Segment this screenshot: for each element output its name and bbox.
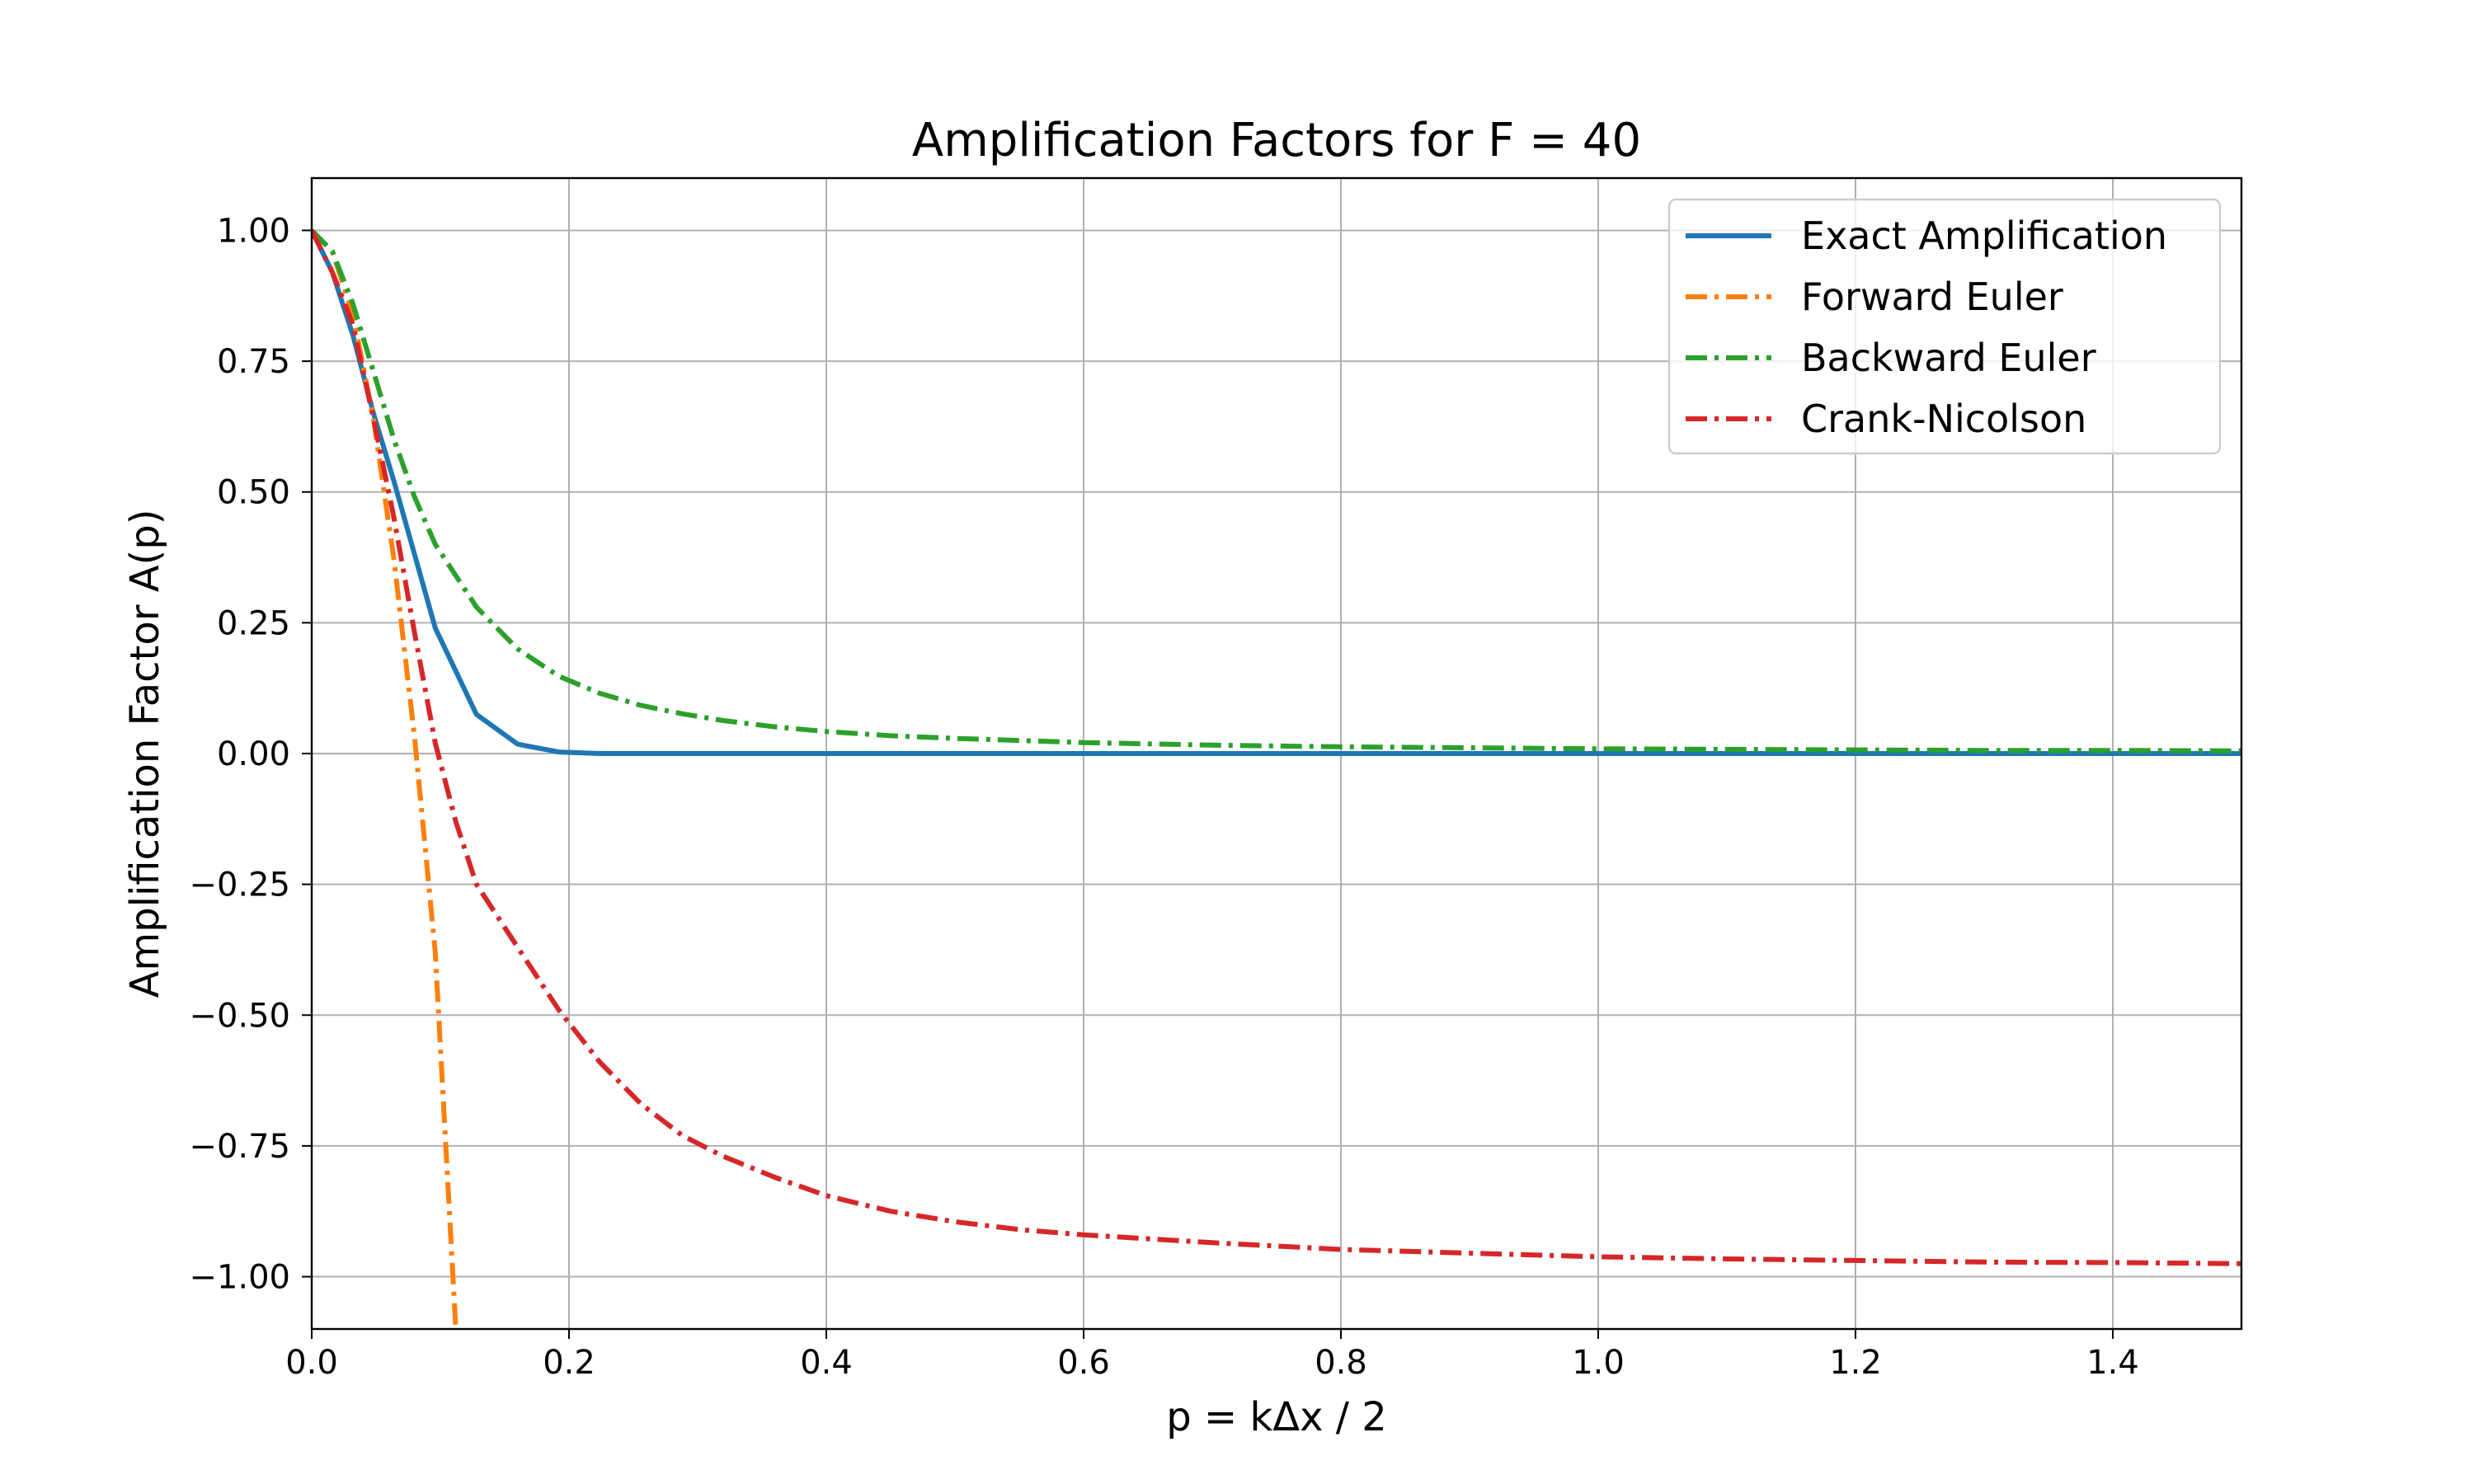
legend-label: Exact Amplification — [1801, 214, 2167, 258]
x-axis-label: p = kΔx / 2 — [1166, 1394, 1386, 1440]
y-tick-label: 0.25 — [217, 604, 290, 642]
legend-label: Forward Euler — [1801, 275, 2063, 319]
x-tick-label: 1.0 — [1572, 1344, 1625, 1382]
y-tick-label: −0.75 — [189, 1128, 290, 1166]
series-lines — [312, 228, 2241, 1329]
x-tick-label: 0.2 — [543, 1344, 595, 1382]
y-tick-label: 0.75 — [217, 343, 290, 381]
legend-label: Crank-Nicolson — [1801, 397, 2086, 441]
y-tick-label: −0.25 — [189, 866, 290, 904]
series-line-forward-euler — [312, 228, 459, 1329]
x-tick-label: 0.4 — [800, 1344, 853, 1382]
chart-title: Amplification Factors for F = 40 — [912, 114, 1641, 167]
y-tick-label: 0.50 — [217, 474, 290, 512]
x-tick-label: 0.8 — [1315, 1344, 1367, 1382]
x-tick-label: 1.2 — [1829, 1344, 1882, 1382]
y-axis-label: Amplification Factor A(p) — [122, 510, 168, 998]
y-tick-label: 1.00 — [217, 212, 290, 250]
legend: Exact Amplification Forward Euler Backward… — [1667, 198, 2222, 455]
series-line-backward-euler — [312, 228, 2241, 754]
series-line-crank-nicolson — [312, 229, 2241, 1266]
legend-box — [1667, 198, 2222, 455]
y-tick-label: −1.00 — [189, 1259, 290, 1297]
x-tick-label: 0.0 — [285, 1344, 338, 1382]
legend-label: Backward Euler — [1801, 336, 2096, 380]
x-tick-label: 1.4 — [2086, 1344, 2139, 1382]
x-tick-label: 0.6 — [1057, 1344, 1110, 1382]
axis-ticks: 0.0 0.2 0.4 0.6 0.8 1.0 1.2 1.4 1.00 0.75 0.50 0.25… — [189, 212, 2138, 1382]
y-tick-label: 0.00 — [217, 735, 290, 773]
y-tick-label: −0.50 — [189, 997, 290, 1035]
